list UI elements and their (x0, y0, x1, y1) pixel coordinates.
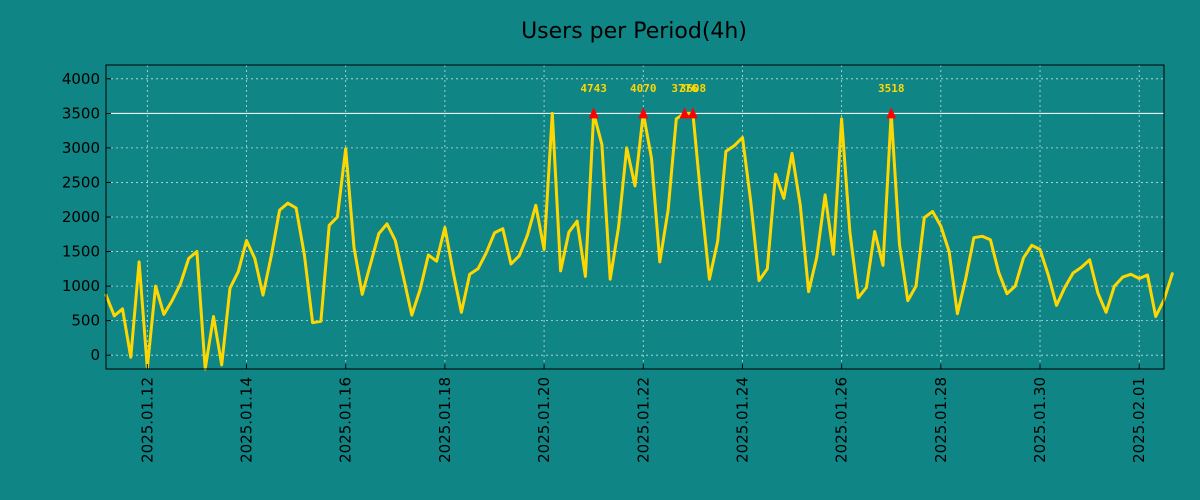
x-tick-label: 2025.01.28 (932, 377, 950, 463)
peak-label: 3518 (878, 82, 905, 95)
peak-label: 3776 (671, 82, 698, 95)
y-tick-label: 2500 (62, 173, 100, 191)
x-tick-label: 2025.01.14 (238, 377, 256, 463)
peak-label: 3608 (680, 82, 707, 95)
peak-marker (886, 107, 897, 119)
x-tick-label: 2025.01.16 (337, 377, 355, 463)
peak-label: 4743 (580, 82, 607, 95)
peak-marker (687, 107, 698, 119)
y-tick-label: 1000 (62, 277, 100, 295)
plot-frame (105, 64, 1165, 370)
x-tick-label: 2025.01.26 (833, 377, 851, 463)
y-tick-label: 2000 (62, 208, 100, 226)
y-tick-label: 500 (71, 312, 100, 330)
x-tick-label: 2025.02.01 (1130, 377, 1148, 463)
x-tick-label: 2025.01.22 (634, 377, 652, 463)
y-tick-label: 3500 (62, 104, 100, 122)
peak-marker (588, 107, 599, 119)
y-tick-label: 3000 (62, 139, 100, 157)
peak-label: 4070 (630, 82, 657, 95)
x-tick-label: 2025.01.20 (535, 377, 553, 463)
x-tick-label: 2025.01.12 (138, 377, 156, 463)
y-tick-label: 0 (90, 346, 100, 364)
peak-marker (679, 107, 690, 119)
x-tick-label: 2025.01.30 (1031, 377, 1049, 463)
peak-marker (638, 107, 649, 119)
series-line (104, 111, 1174, 371)
x-tick-label: 2025.01.24 (733, 377, 751, 463)
chart-title: Users per Period(4h) (521, 19, 747, 44)
y-tick-label: 1500 (62, 243, 100, 261)
y-tick-label: 4000 (62, 70, 100, 88)
x-tick-label: 2025.01.18 (436, 377, 454, 463)
